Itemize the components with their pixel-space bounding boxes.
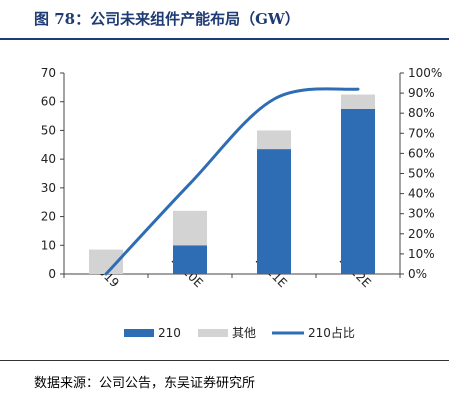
- bar-series-other: [173, 210, 207, 246]
- bar-series-210: [341, 108, 375, 275]
- y2-tick-label: 80%: [408, 106, 435, 120]
- bar-series-210: [173, 245, 207, 274]
- source-note: 数据来源：公司公告，东吴证券研究所: [34, 376, 256, 391]
- chart-bars: [89, 94, 375, 275]
- y-tick-label: 70: [41, 66, 56, 80]
- y2-tick-label: 90%: [408, 86, 435, 100]
- y2-tick-label: 20%: [408, 227, 435, 241]
- bar-series-other: [257, 130, 291, 150]
- y2-tick-label: 50%: [408, 167, 435, 181]
- y2-tick-label: 0%: [408, 267, 427, 281]
- title-rule: [0, 38, 449, 40]
- y-tick-label: 60: [41, 95, 56, 109]
- y-tick-label: 0: [48, 267, 56, 281]
- y-tick-label: 50: [41, 123, 56, 137]
- y2-tick-label: 10%: [408, 247, 435, 261]
- y-tick-label: 30: [41, 181, 56, 195]
- y2-tick-label: 30%: [408, 207, 435, 221]
- y2-tick-label: 60%: [408, 146, 435, 160]
- legend-210-share-label: 210占比: [308, 325, 355, 340]
- y2-tick-label: 100%: [408, 66, 442, 80]
- legend-other-swatch: [198, 329, 228, 337]
- legend-210-label: 210: [158, 326, 181, 340]
- y2-tick-label: 40%: [408, 187, 435, 201]
- chart: 0 10 20 30 40 50 60 70 0% 10% 20% 30% 40% 50% 60% 70% 80…: [41, 66, 443, 340]
- source-rule: [0, 360, 449, 361]
- y-tick-label: 20: [41, 210, 56, 224]
- y-tick-label: 40: [41, 152, 56, 166]
- y2-tick-label: 70%: [408, 126, 435, 140]
- legend-210-swatch: [124, 329, 154, 337]
- chart-legend: 210 其他 210占比: [124, 325, 355, 340]
- legend-other-label: 其他: [232, 326, 256, 340]
- y-tick-label: 10: [41, 238, 56, 252]
- figure-title: 图 78：公司未来组件产能布局（GW）: [34, 10, 300, 28]
- chart-line: [104, 87, 360, 276]
- line-series-210-share: [104, 87, 360, 276]
- bar-series-other: [341, 94, 375, 109]
- bar-series-210: [257, 149, 291, 274]
